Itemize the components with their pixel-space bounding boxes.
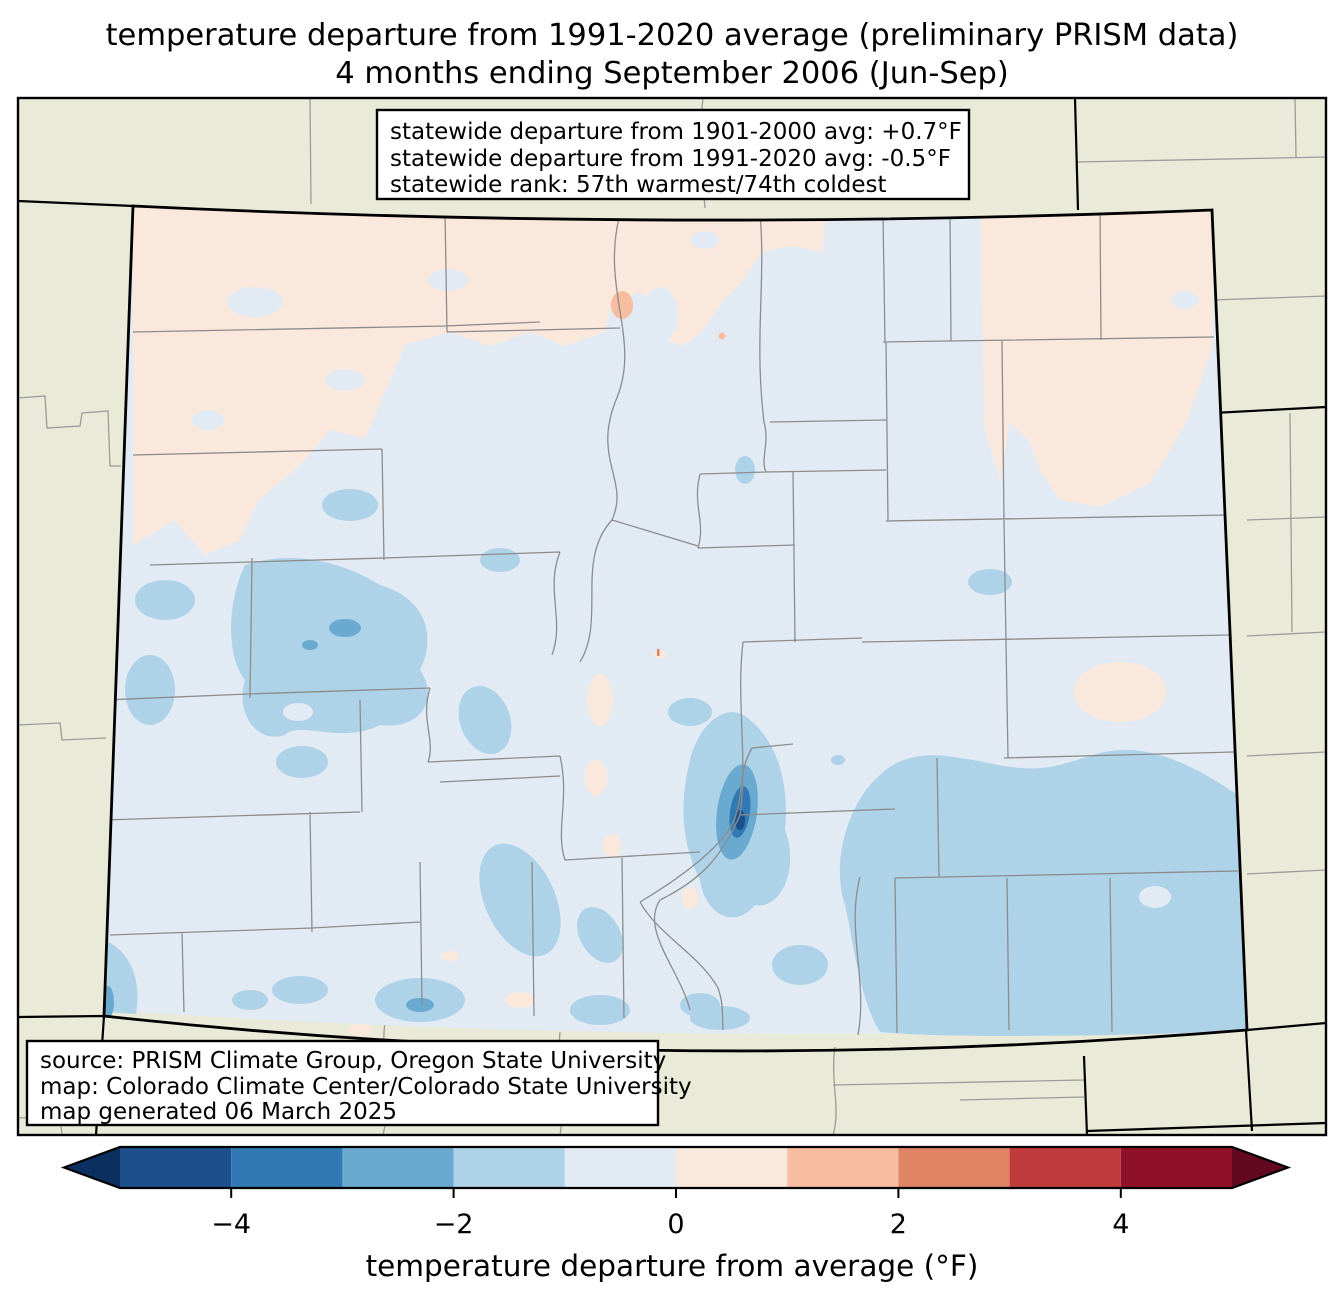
- stats-box: statewide departure from 1901-2000 avg: …: [375, 108, 971, 201]
- warm-speck: [657, 649, 660, 656]
- stats-line-1991-2020: statewide departure from 1991-2020 avg: …: [390, 146, 951, 172]
- colorbar-segment: [120, 1147, 232, 1188]
- colorado-temperature-fill: [104, 206, 1247, 1036]
- colorbar-tick-label: −4: [211, 1209, 251, 1240]
- base-islands: [192, 231, 1199, 430]
- colorbar-segment: [564, 1147, 676, 1188]
- source-line: source: PRISM Climate Group, Oregon Stat…: [40, 1048, 666, 1074]
- colorbar-segment: [1120, 1147, 1232, 1188]
- warmest-patches: [611, 291, 726, 340]
- colorado-county-lines: [104, 211, 1239, 1036]
- stats-line-rank: statewide rank: 57th warmest/74th coldes…: [390, 172, 887, 198]
- colorbar-segment: [898, 1147, 1010, 1188]
- figure-title-line1: temperature departure from 1991-2020 ave…: [106, 18, 1239, 53]
- map-frame: [16, 96, 1328, 1137]
- colorbar-segment: [453, 1147, 565, 1188]
- colorbar-under-arrow: [64, 1147, 120, 1188]
- map-credit-line: map: Colorado Climate Center/Colorado St…: [40, 1074, 692, 1100]
- colorbar-segment: [787, 1147, 899, 1188]
- colorbar-tick-label: 0: [667, 1209, 684, 1240]
- colorbar-outline: [60, 1145, 1292, 1190]
- colorbar-segment: [231, 1147, 343, 1188]
- source-box: source: PRISM Climate Group, Oregon Stat…: [25, 1039, 692, 1127]
- generated-date-line: map generated 06 March 2025: [40, 1099, 397, 1125]
- colorbar-tick-marks: [230, 1188, 1122, 1198]
- colorbar-over-arrow: [1232, 1147, 1288, 1188]
- figure-title-line2: 4 months ending September 2006 (Jun-Sep): [335, 56, 1009, 91]
- colorbar: −4 −2 0 2 4 temperature departure from a…: [60, 1145, 1292, 1283]
- blob-holes: [283, 703, 1171, 908]
- colorbar-segment: [1009, 1147, 1121, 1188]
- colorbar-tick-label: 2: [890, 1209, 907, 1240]
- colorbar-segment: [676, 1147, 788, 1188]
- colorado-state-border: [102, 204, 1249, 1053]
- colorbar-axis-label: temperature departure from average (°F): [366, 1249, 979, 1283]
- colorbar-tick-label: 4: [1112, 1209, 1129, 1240]
- cool-anomaly-patches: [104, 456, 1247, 1036]
- stats-line-1901-2000: statewide departure from 1901-2000 avg: …: [390, 119, 962, 145]
- colorbar-tick-label: −2: [434, 1209, 474, 1240]
- colorbar-segment: [342, 1147, 454, 1188]
